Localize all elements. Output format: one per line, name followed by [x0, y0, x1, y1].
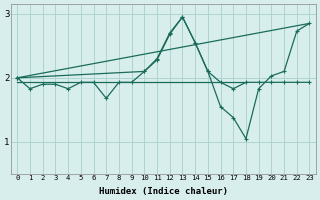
X-axis label: Humidex (Indice chaleur): Humidex (Indice chaleur): [99, 187, 228, 196]
